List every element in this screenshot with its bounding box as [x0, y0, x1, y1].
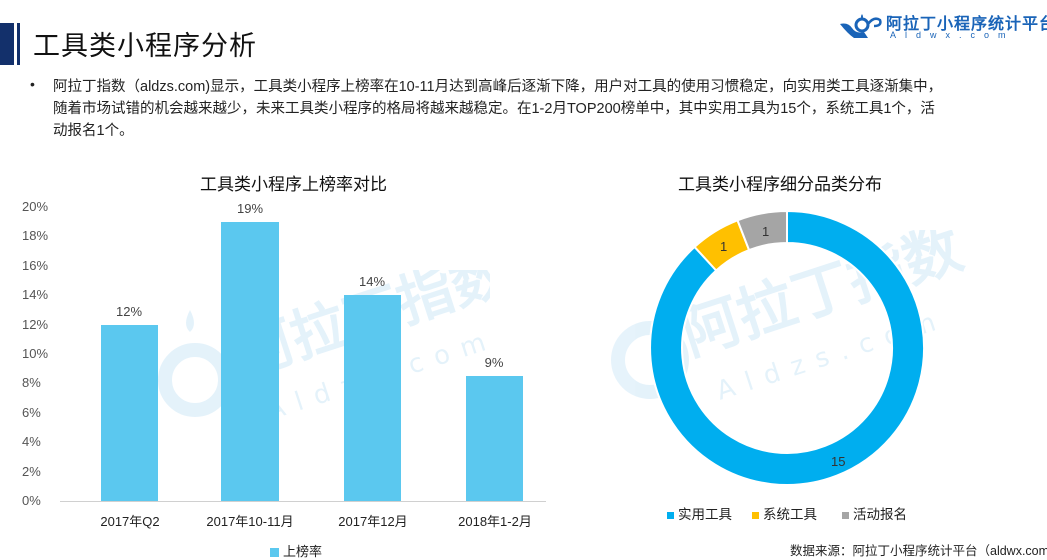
legend-label: 系统工具: [763, 507, 817, 522]
donut-label-system: 1: [720, 239, 727, 254]
logo-name: 阿拉丁小程序统计平台: [886, 16, 1047, 33]
x-tick: 2017年12月: [338, 514, 408, 529]
bar-chart-legend: 上榜率: [270, 541, 322, 560]
legend-swatch-icon: [752, 511, 759, 519]
legend-item-system: 系统工具: [752, 503, 817, 523]
logo-subtitle: Aldwx.com: [890, 30, 1015, 40]
x-tick: 2018年1-2月: [458, 514, 532, 529]
y-tick: 2%: [22, 464, 41, 479]
y-tick: 18%: [22, 228, 49, 243]
bar-value-label: 9%: [484, 355, 504, 370]
legend-swatch-icon: [270, 548, 279, 558]
aldwx-logo: 阿拉丁小程序统计平台 Aldwx.com: [838, 10, 1047, 44]
x-axis-line: [60, 501, 546, 502]
bar-2017-q2: [101, 325, 158, 501]
legend-label: 实用工具: [678, 507, 732, 522]
donut-svg: 15 1 1: [649, 209, 926, 486]
x-tick: 2017年10-11月: [206, 514, 294, 529]
legend-label: 活动报名: [853, 507, 907, 522]
donut-chart-title: 工具类小程序细分品类分布: [678, 175, 882, 194]
bar-value-label: 19%: [236, 201, 264, 216]
bar-value-label: 14%: [358, 274, 386, 289]
bar-2018-jan-feb: [466, 376, 523, 501]
lamp-logo-icon: [840, 14, 882, 38]
bar-chart-title: 工具类小程序上榜率对比: [200, 175, 387, 194]
bar-2017-oct-nov: [221, 222, 279, 501]
y-tick: 10%: [22, 346, 49, 361]
donut-label-activity: 1: [762, 224, 769, 239]
title-accent-bar: [0, 23, 14, 65]
y-tick: 20%: [22, 199, 49, 214]
y-tick: 16%: [22, 258, 49, 273]
y-tick: 8%: [22, 375, 41, 390]
bar-2017-dec: [344, 295, 401, 501]
summary-text: 阿拉丁指数（aldzs.com)显示，工具类小程序上榜率在10-11月达到高峰后…: [53, 79, 943, 139]
title-accent-bar-thin: [17, 23, 20, 65]
legend-swatch-icon: [842, 511, 849, 519]
y-tick: 6%: [22, 405, 41, 420]
legend-item-practical: 实用工具: [667, 503, 732, 523]
data-source: 数据来源：阿拉丁小程序统计平台（aldwx.com): [790, 544, 1047, 558]
watermark-left: 阿拉丁指数 Aldzs.com: [158, 270, 490, 427]
y-tick: 0%: [22, 493, 41, 508]
legend-swatch-icon: [667, 511, 674, 519]
y-tick: 12%: [22, 317, 49, 332]
donut-slice-activity: [736, 209, 788, 252]
bar-value-label: 12%: [115, 304, 143, 319]
legend-label: 上榜率: [283, 544, 323, 559]
page-title: 工具类小程序分析: [33, 31, 257, 61]
donut-label-practical: 15: [831, 454, 845, 469]
y-tick: 14%: [22, 287, 49, 302]
bullet-icon: •: [30, 76, 35, 92]
x-tick: 2017年Q2: [100, 514, 160, 529]
donut-slice-practical: [649, 209, 926, 486]
y-tick: 4%: [22, 434, 41, 449]
legend-item-activity: 活动报名: [842, 503, 907, 523]
